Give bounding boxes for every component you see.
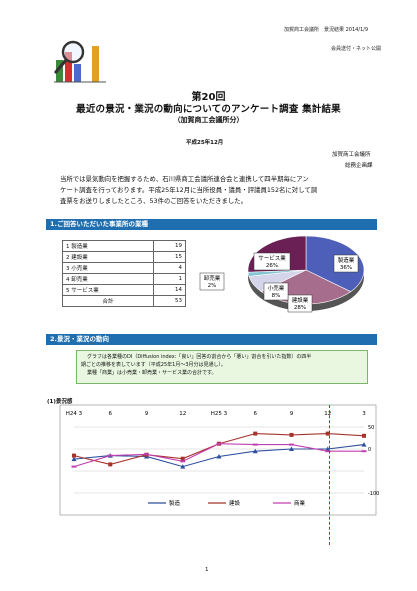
current-period-marker [329, 405, 330, 545]
industry-name: 2 建設業 [62, 251, 154, 263]
x-tick-label: 12 [324, 411, 331, 417]
data-point [361, 442, 367, 447]
industry-count: 4 [152, 262, 187, 274]
data-point [72, 453, 76, 458]
data-point [216, 453, 222, 459]
data-point [216, 442, 222, 445]
data-point [361, 450, 367, 453]
issuer-org: 加賀商工会議所 [332, 152, 371, 158]
chart-label: (1)景況感 [47, 399, 73, 405]
x-tick-label: 6 [254, 411, 258, 417]
industry-table: 1 製造業 19 2 建設業 15 3 小売業 4 4 卸売業 1 5 サービス業 14 合計 5… [62, 240, 187, 307]
industry-row: 5 サービス業 14 [62, 284, 187, 296]
pie-label-name: サービス業 [258, 254, 286, 262]
pie-label-pct: 28% [294, 305, 306, 311]
pie-label-pct: 8% [272, 293, 281, 299]
y-tick-label: -100 [368, 491, 379, 497]
data-point [289, 432, 294, 437]
industry-count: 14 [152, 284, 187, 296]
intro-line-1: 当所では景気動向を把握するため、石川県商工会議所連合会と連携して四半期毎にアン [60, 175, 309, 183]
industry-total-label: 合計 [62, 295, 154, 307]
industry-name: 1 製造業 [62, 240, 154, 252]
data-point [289, 443, 294, 446]
data-point [180, 464, 186, 469]
section-trend-title: 2.景況・業況の動向 [50, 335, 109, 343]
data-point [180, 456, 185, 461]
section-industry-title: 1.ご回答いただいた事業所の業種 [50, 220, 148, 228]
note-line-1: グラフは各業種のDI（Diffusion index:「良い」回答の割合から「悪… [87, 354, 312, 360]
data-point [180, 460, 186, 463]
industry-pie-chart: 製造業 36% 建設業 28% 小売業 8% 卸売業 2% サービス業 26% [196, 230, 376, 324]
x-tick-label: 12 [179, 411, 186, 417]
di-explanation-note: グラフは各業種のDI（Diffusion index:「良い」回答の割合から「悪… [76, 350, 368, 384]
page-number: 1 [205, 567, 209, 573]
industry-count: 19 [152, 240, 187, 252]
data-point [253, 431, 258, 436]
legend-label: 建設 [229, 499, 241, 507]
x-tick-label: 9 [145, 411, 149, 417]
section-industry-header: 1.ご回答いただいた事業所の業種 [46, 219, 377, 230]
x-tick-label: H25 3 [211, 411, 228, 417]
header-org-date: 加賀商工会議所 景況結果 2014/1/9 [284, 27, 369, 33]
pie-label-pct: 26% [266, 263, 278, 269]
industry-count: 1 [152, 273, 187, 285]
industry-name: 3 小売業 [62, 262, 154, 274]
report-title: 最近の景況・業況の動向についてのアンケート調査 集計結果 [76, 104, 341, 115]
note-line-3: 業種「商業」は小売業・卸売業・サービス業の合計です。 [87, 370, 217, 376]
data-point [252, 448, 258, 454]
industry-row: 2 建設業 15 [62, 251, 187, 263]
data-point [71, 456, 77, 462]
legend-label: 商業 [294, 499, 306, 507]
industry-name: 4 卸売業 [62, 273, 154, 285]
industry-total-value: 53 [152, 295, 187, 307]
pie-label-name: 製造業 [338, 256, 355, 264]
data-point [144, 453, 149, 456]
chart-frame [59, 404, 377, 516]
intro-line-2: ケート調査を行っております。平成25年12月に当所役員・議員・評議員152名に対… [60, 186, 318, 194]
industry-row: 1 製造業 19 [62, 240, 187, 252]
note-line-2: 期ごとの推移を表しています（平成25年1月～3月分は見通し）。 [81, 362, 227, 368]
pie-label-pct: 36% [340, 265, 352, 271]
header-distribution: 会員送付・ネット公開 [331, 46, 382, 52]
industry-total-row: 合計 53 [62, 295, 187, 307]
pie-label-name: 小売業 [268, 284, 285, 292]
x-tick-label: 6 [109, 411, 113, 417]
business-sentiment-chart: H24 3 6 9 12 H25 3 6 9 12 3 50 0 -100 製造 建設 商業 [58, 403, 380, 527]
y-tick-label: 0 [368, 447, 371, 453]
data-point [325, 450, 331, 453]
industry-row: 4 卸売業 1 [62, 273, 187, 285]
pie-label-pct: 2% [208, 283, 217, 289]
x-tick-label: H24 3 [66, 411, 83, 417]
industry-count: 15 [152, 251, 187, 263]
x-tick-label: 9 [290, 411, 294, 417]
industry-row: 3 小売業 4 [62, 262, 187, 274]
data-point [108, 462, 113, 467]
industry-name: 5 サービス業 [62, 284, 154, 296]
report-subtitle: （加賀商工会議所分） [173, 116, 244, 124]
report-edition: 第20回 [191, 92, 226, 103]
section-trend-header: 2.景況・業況の動向 [46, 334, 377, 345]
y-tick-label: 50 [368, 425, 374, 431]
data-point [252, 443, 258, 446]
data-point [362, 433, 366, 438]
pie-label-name: 建設業 [292, 296, 309, 304]
x-tick-label: 3 [362, 411, 366, 417]
report-date: 平成25年12月 [186, 140, 224, 146]
pie-label-name: 卸売業 [204, 274, 221, 282]
data-point [325, 431, 330, 436]
issuer-dept: 総務企画課 [345, 163, 373, 169]
data-point [71, 465, 77, 468]
data-point [107, 454, 113, 457]
intro-line-3: 査票をお送りしましたところ、53件のご回答をいただきました。 [60, 197, 248, 205]
legend-label: 製造 [169, 499, 181, 507]
survey-logo-icon [52, 38, 110, 88]
data-point [289, 446, 294, 451]
